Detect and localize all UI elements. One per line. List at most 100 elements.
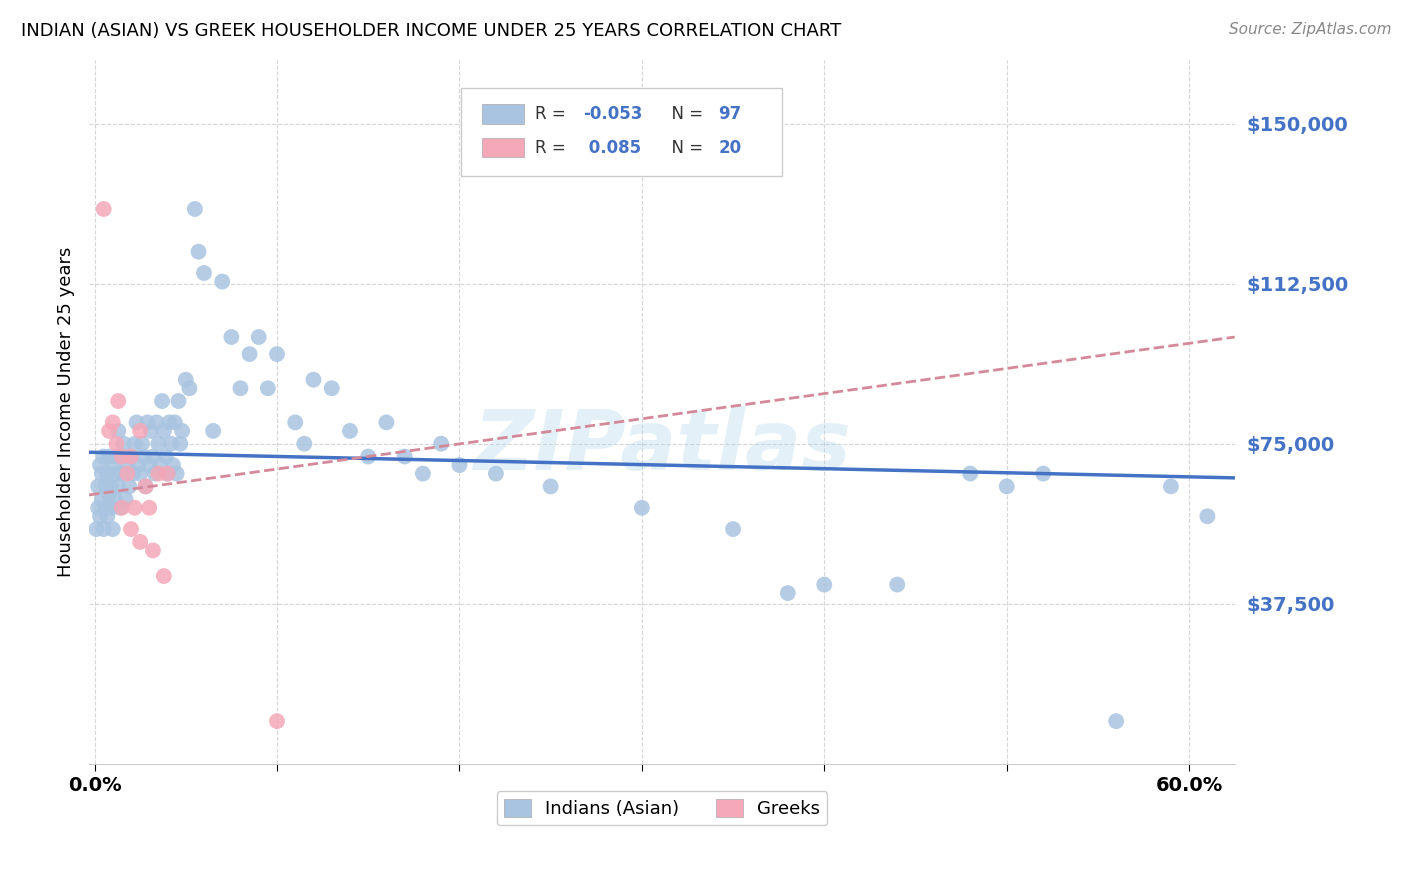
Point [93,202,115,216]
Point [239,347,262,361]
Point [132,450,155,464]
Point [129,424,152,438]
Point [96,467,118,481]
Point [148,467,170,481]
Text: ZIPatlas: ZIPatlas [472,407,851,487]
Point [125,416,148,430]
Point [229,381,252,395]
Point [156,467,179,481]
Point [96,509,118,524]
Point [187,244,209,259]
Point [124,436,146,450]
Point [100,479,122,493]
Text: INDIAN (ASIAN) VS GREEK HOUSEHOLDER INCOME UNDER 25 YEARS CORRELATION CHART: INDIAN (ASIAN) VS GREEK HOUSEHOLDER INCO… [21,22,841,40]
Point [160,436,183,450]
Point [108,450,131,464]
Point [221,330,243,344]
Point [143,467,166,481]
Point [101,416,124,430]
Point [1160,479,1182,493]
Point [93,522,115,536]
Point [108,500,131,515]
Point [169,436,191,450]
Point [886,577,908,591]
Text: R =: R = [536,138,571,157]
Point [1032,467,1054,481]
Point [89,458,111,472]
Point [202,424,225,438]
Point [721,522,744,536]
Point [112,436,135,450]
Point [302,373,325,387]
Point [93,450,115,464]
Point [104,467,127,481]
Point [339,424,361,438]
Point [111,450,134,464]
Point [129,467,152,481]
Point [321,381,343,395]
Point [131,436,153,450]
Point [157,416,180,430]
Text: R =: R = [536,105,571,123]
Point [631,500,654,515]
Point [87,500,110,515]
Point [153,424,176,438]
Point [162,458,184,472]
Point [184,202,207,216]
Point [813,577,835,591]
Text: N =: N = [661,138,709,157]
Point [211,275,233,289]
Point [995,479,1018,493]
Point [86,522,108,536]
Point [166,467,188,481]
Point [90,467,112,481]
Point [174,373,197,387]
Text: 97: 97 [718,105,742,123]
Point [375,416,398,430]
Point [111,467,134,481]
Point [776,586,799,600]
Point [101,458,124,472]
FancyBboxPatch shape [482,104,524,124]
Point [148,436,170,450]
Point [145,416,167,430]
Point [485,467,508,481]
Point [124,500,146,515]
Point [94,479,117,493]
Point [357,450,380,464]
Point [127,458,149,472]
Point [150,394,173,409]
Point [121,467,143,481]
Point [284,416,307,430]
Point [412,467,434,481]
Point [1197,509,1219,524]
Point [101,522,124,536]
Point [257,381,280,395]
Point [120,450,142,464]
Text: 0.085: 0.085 [583,138,641,157]
Point [107,479,129,493]
Point [105,450,128,464]
Point [540,479,562,493]
Y-axis label: Householder Income Under 25 years: Householder Income Under 25 years [58,246,75,577]
Point [179,381,201,395]
Point [114,492,136,507]
Point [89,509,111,524]
Point [117,458,139,472]
Point [104,492,127,507]
Point [135,479,157,493]
Point [430,436,453,450]
Point [98,450,121,464]
Point [155,450,177,464]
Point [98,424,121,438]
Point [111,500,134,515]
Point [105,436,128,450]
Point [120,522,142,536]
Point [156,467,179,481]
Point [449,458,471,472]
Text: -0.053: -0.053 [583,105,643,123]
Point [136,416,159,430]
Text: Source: ZipAtlas.com: Source: ZipAtlas.com [1229,22,1392,37]
Point [266,347,288,361]
Text: N =: N = [661,105,709,123]
